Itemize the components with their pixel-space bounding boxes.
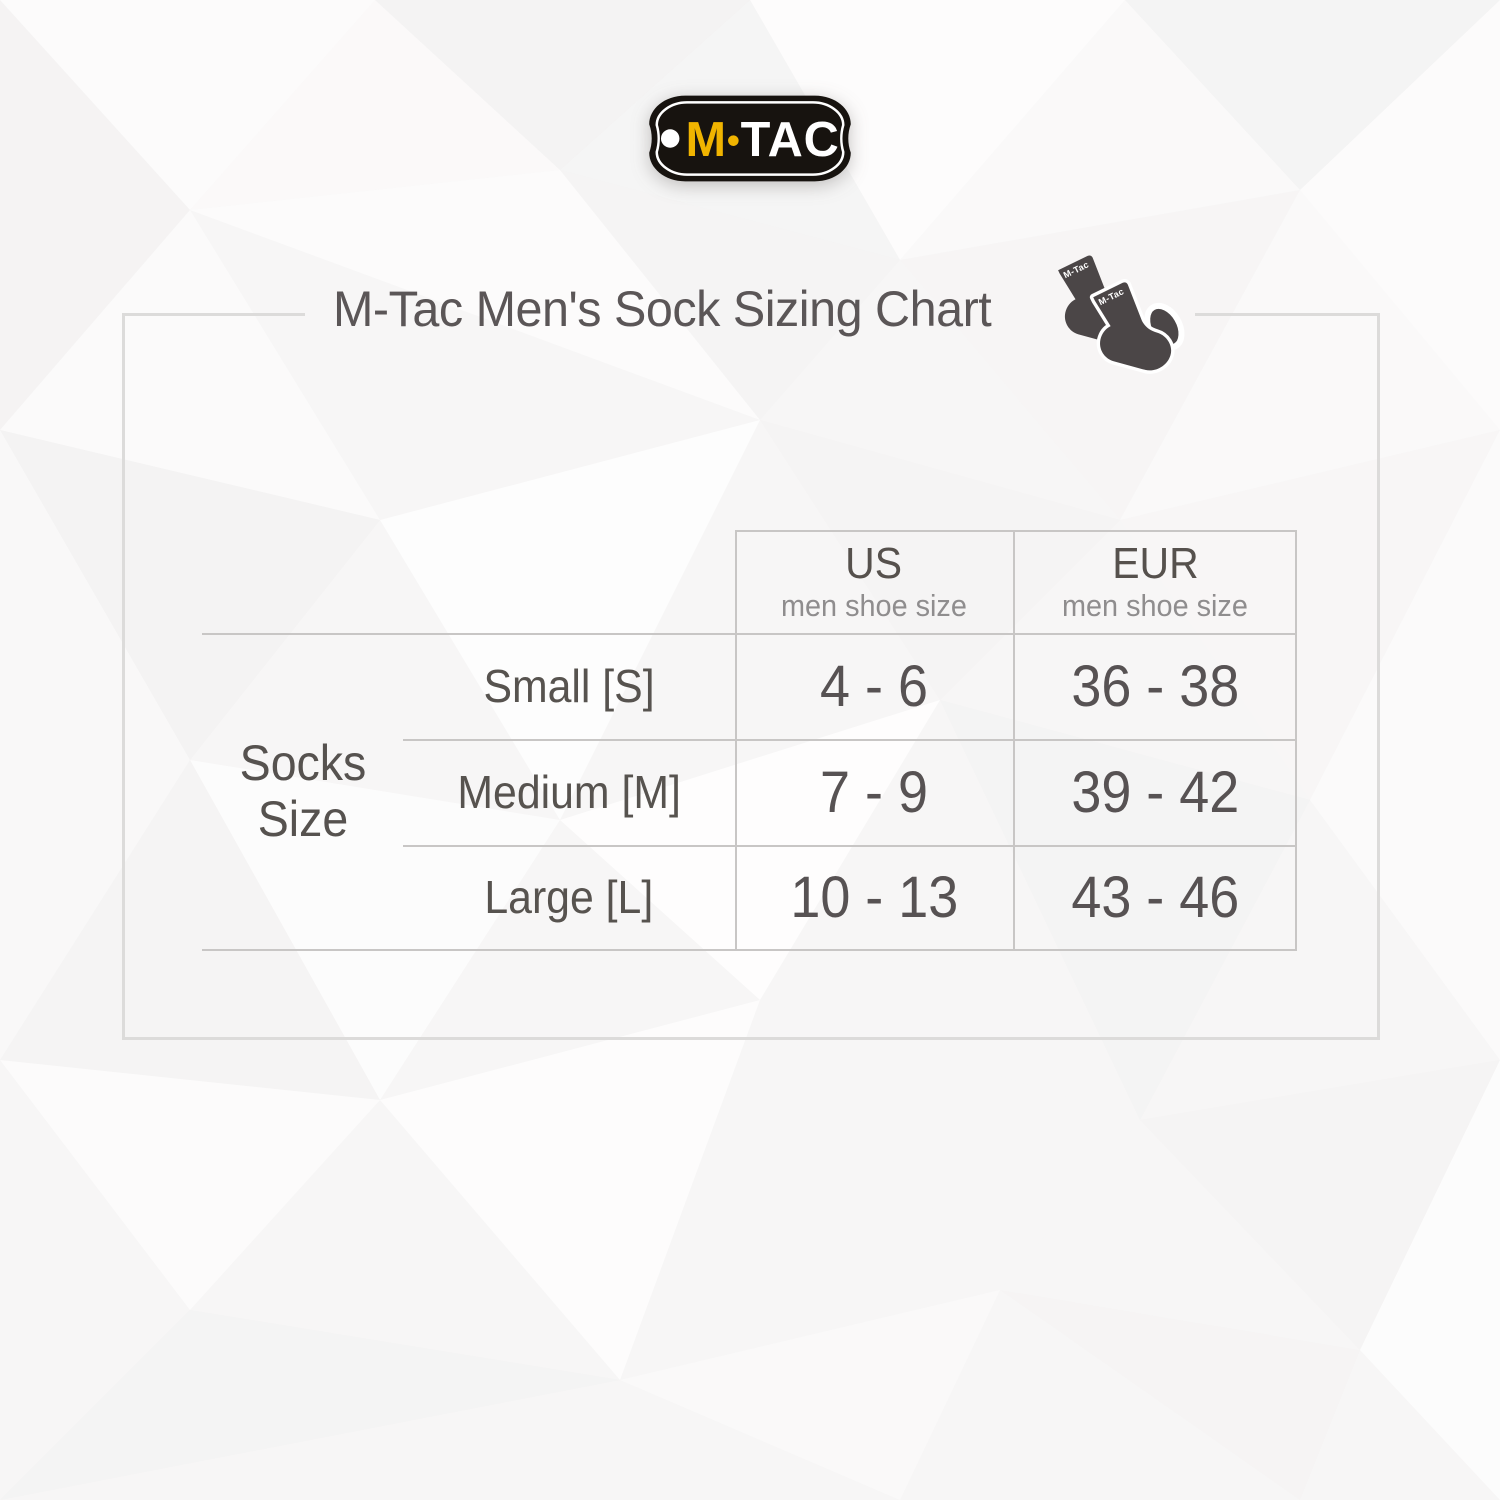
cell-medium-eur: 39 - 42 bbox=[1071, 759, 1239, 825]
mtac-logo-svg: M•TAC bbox=[649, 95, 851, 182]
cell-small-us: 4 - 6 bbox=[820, 653, 928, 719]
chart-frame-right bbox=[1377, 313, 1380, 1040]
socks-icon: M-Tac M-Tac bbox=[1050, 248, 1192, 386]
column-header-eur-label: EUR bbox=[1111, 539, 1199, 588]
sizing-table: US men shoe size EUR men shoe size Socks… bbox=[202, 530, 1297, 951]
logo-text-dot: • bbox=[727, 120, 741, 161]
sock-front: M-Tac bbox=[1079, 276, 1177, 386]
row-label-large: Large [L] bbox=[484, 871, 654, 923]
column-header-us: US men shoe size bbox=[735, 530, 1013, 633]
logo-text-tac: TAC bbox=[741, 113, 840, 167]
table-line-header-bottom bbox=[202, 633, 1297, 635]
row-label-small: Small [S] bbox=[483, 660, 655, 712]
column-header-eur: EUR men shoe size bbox=[1013, 530, 1297, 633]
table-line-header-top bbox=[735, 530, 1297, 532]
chart-frame-left bbox=[122, 313, 125, 1040]
table-line-v-us-left bbox=[735, 530, 737, 951]
mtac-logo: M•TAC bbox=[645, 92, 855, 185]
cell-large-eur: 43 - 46 bbox=[1071, 864, 1239, 930]
page-title: M-Tac Men's Sock Sizing Chart bbox=[333, 282, 1012, 337]
column-header-us-sublabel: men shoe size bbox=[781, 588, 967, 623]
chart-frame-top-right bbox=[1195, 313, 1380, 316]
row-group-label: Socks Size bbox=[239, 735, 366, 847]
cell-small-eur: 36 - 38 bbox=[1071, 653, 1239, 719]
logo-text-m: M bbox=[685, 113, 726, 167]
cell-large-us: 10 - 13 bbox=[790, 864, 958, 930]
page-title-text: M-Tac Men's Sock Sizing Chart bbox=[333, 281, 992, 337]
chart-frame-top-left bbox=[122, 313, 305, 316]
table-line-v-us-eur bbox=[1013, 530, 1015, 951]
table-line-row-sep-2 bbox=[403, 845, 1297, 847]
table-line-row-sep-1 bbox=[403, 739, 1297, 741]
cell-medium-us: 7 - 9 bbox=[820, 759, 928, 825]
chart-frame-bottom bbox=[122, 1037, 1380, 1040]
logo-inner-outline bbox=[655, 101, 845, 176]
table-line-v-right bbox=[1295, 530, 1297, 951]
logo-text: M•TAC bbox=[685, 113, 839, 167]
row-label-medium: Medium [M] bbox=[457, 766, 681, 818]
column-header-us-label: US bbox=[845, 539, 903, 588]
logo-chain-hole bbox=[660, 129, 680, 148]
table-line-bottom bbox=[202, 949, 1297, 951]
logo-tag-shape bbox=[649, 95, 851, 182]
column-header-eur-sublabel: men shoe size bbox=[1062, 588, 1248, 623]
